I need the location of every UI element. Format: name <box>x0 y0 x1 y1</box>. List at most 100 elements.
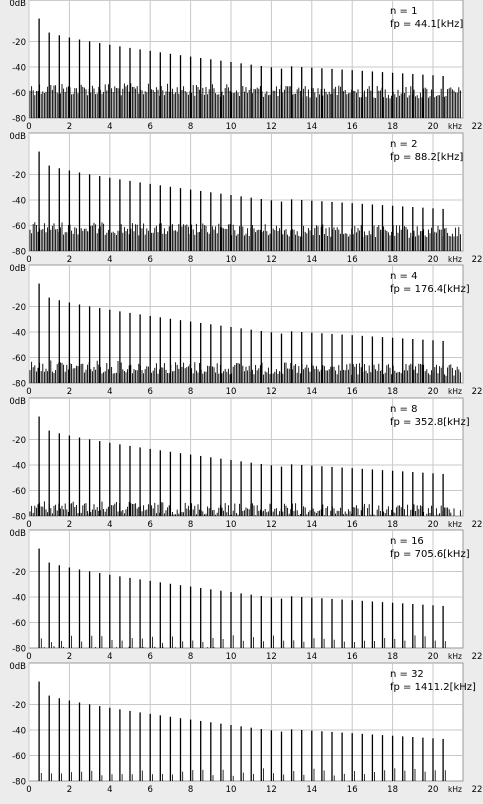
oversampling-factor: n = 1 <box>390 6 417 17</box>
x-tick-label: 0 <box>26 652 31 662</box>
harmonic-peaks <box>38 283 444 383</box>
x-tick-label: 10 <box>226 520 237 530</box>
x-tick-label: 6 <box>147 122 152 132</box>
x-tick-label: 2 <box>67 785 72 795</box>
y-tick-label: -80 <box>12 645 26 655</box>
x-tick-label: 16 <box>347 785 358 795</box>
x-tick-label: 2 <box>67 122 72 132</box>
x-tick-label: 20 <box>428 122 439 132</box>
x-tick-label: 16 <box>347 255 358 265</box>
x-tick-label: 18 <box>387 387 398 397</box>
noise-trace <box>29 501 461 516</box>
x-tick-label: 22 <box>472 785 483 795</box>
y-tick-label: 0dB <box>9 264 26 274</box>
spectrum-panel-6: 0dB -20 -40 -60 -800 2 4 6 8 10 12 14 16 18 20 22 kHz n =… <box>9 662 482 795</box>
harmonic-peaks <box>38 18 444 118</box>
y-tick-label: 0dB <box>9 662 26 672</box>
noise-floor <box>29 83 461 118</box>
x-tick-label: 4 <box>107 122 112 132</box>
x-axis-labels: 0 2 4 6 8 10 12 14 16 18 20 22 kHz <box>26 387 482 397</box>
x-tick-label: 16 <box>347 520 358 530</box>
x-tick-label: 6 <box>147 387 152 397</box>
oversampling-factor: n = 8 <box>390 404 417 415</box>
x-tick-label: 2 <box>67 387 72 397</box>
y-tick-label: -60 <box>12 354 26 364</box>
x-tick-label: 20 <box>428 520 439 530</box>
y-tick-label: -80 <box>12 115 26 125</box>
y-tick-label: -60 <box>12 89 26 99</box>
y-tick-label: -80 <box>12 248 26 258</box>
x-tick-label: 2 <box>67 520 72 530</box>
x-axis-labels: 0 2 4 6 8 10 12 14 16 18 20 22 kHz <box>26 785 482 795</box>
x-tick-label: 8 <box>188 520 193 530</box>
noise-trace <box>29 83 461 118</box>
y-tick-label: -40 <box>12 197 26 207</box>
y-tick-label: 0dB <box>9 0 26 9</box>
plot-area <box>28 662 464 782</box>
x-tick-label: 10 <box>226 255 237 265</box>
noise-floor <box>29 222 461 251</box>
x-tick-label: 0 <box>26 122 31 132</box>
x-tick-label: 4 <box>107 520 112 530</box>
y-tick-label: -20 <box>12 171 26 181</box>
x-tick-label: 12 <box>266 255 277 265</box>
x-tick-label: 6 <box>147 785 152 795</box>
x-tick-label: 22 <box>472 387 483 397</box>
panel-annotation: n = 4 fp = 176.4[kHz] <box>390 271 470 295</box>
spectrum-panel-4: 0dB -20 -40 -60 -800 2 4 6 8 10 12 14 16 18 20 22 kHz n =… <box>9 397 482 530</box>
sampling-frequency: fp = 176.4[kHz] <box>390 284 470 295</box>
panel-annotation: n = 1 fp = 44.1[kHz] <box>390 6 463 30</box>
x-tick-label: 20 <box>428 387 439 397</box>
x-tick-label: 18 <box>387 122 398 132</box>
x-unit-label: kHz <box>448 520 462 529</box>
x-tick-label: 12 <box>266 652 277 662</box>
plot-area <box>28 132 464 252</box>
x-tick-label: 18 <box>387 785 398 795</box>
x-unit-label: kHz <box>448 387 462 396</box>
y-tick-label: 0dB <box>9 529 26 539</box>
y-tick-label: -20 <box>12 701 26 711</box>
y-tick-label: -60 <box>12 619 26 629</box>
x-tick-label: 16 <box>347 122 358 132</box>
x-tick-label: 0 <box>26 785 31 795</box>
x-tick-label: 14 <box>306 652 317 662</box>
y-tick-label: -20 <box>12 38 26 48</box>
x-tick-label: 12 <box>266 122 277 132</box>
x-tick-label: 14 <box>306 255 317 265</box>
x-unit-label: kHz <box>448 255 462 264</box>
sampling-frequency: fp = 1411.2[kHz] <box>390 682 476 693</box>
x-tick-label: 20 <box>428 652 439 662</box>
harmonic-peaks <box>38 548 446 648</box>
x-tick-label: 2 <box>67 255 72 265</box>
spectrum-panel-5: 0dB -20 -40 -60 -800 2 4 6 8 10 12 14 16 18 20 22 kHz n =… <box>9 529 482 662</box>
y-tick-label: -40 <box>12 594 26 604</box>
noise-trace <box>29 360 461 383</box>
spectrum-panel-3: 0dB -20 -40 -60 -800 2 4 6 8 10 12 14 16 18 20 22 kHz n =… <box>9 264 482 397</box>
y-tick-label: -80 <box>12 380 26 390</box>
plot-area <box>28 264 464 384</box>
y-tick-label: -20 <box>12 303 26 313</box>
x-axis-labels: 0 2 4 6 8 10 12 14 16 18 20 22 kHz <box>26 652 482 662</box>
oversampling-factor: n = 16 <box>390 536 424 547</box>
oversampling-factor: n = 32 <box>390 669 424 680</box>
noise-trace <box>29 222 461 251</box>
x-tick-label: 0 <box>26 387 31 397</box>
harmonic-peaks <box>38 681 446 781</box>
sampling-frequency: fp = 705.6[kHz] <box>390 549 470 560</box>
x-tick-label: 6 <box>147 520 152 530</box>
sampling-frequency: fp = 44.1[kHz] <box>390 19 463 30</box>
x-tick-label: 22 <box>472 255 483 265</box>
y-tick-label: -80 <box>12 513 26 523</box>
x-tick-label: 12 <box>266 387 277 397</box>
noise-floor <box>29 501 461 516</box>
x-tick-label: 20 <box>428 785 439 795</box>
sampling-frequency: fp = 352.8[kHz] <box>390 417 470 428</box>
x-tick-label: 0 <box>26 520 31 530</box>
y-tick-label: -20 <box>12 436 26 446</box>
plot-area <box>28 529 464 649</box>
x-tick-label: 10 <box>226 652 237 662</box>
x-tick-label: 0 <box>26 255 31 265</box>
x-tick-label: 10 <box>226 387 237 397</box>
y-tick-label: 0dB <box>9 132 26 142</box>
harmonic-peaks <box>38 416 444 516</box>
